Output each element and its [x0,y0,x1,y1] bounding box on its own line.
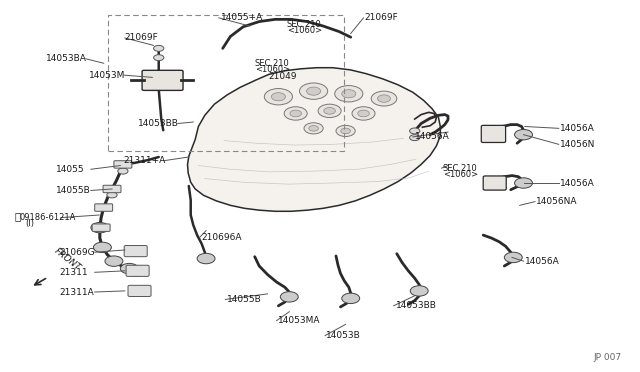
Circle shape [358,110,369,117]
Text: 14053B: 14053B [326,331,361,340]
Circle shape [271,93,285,101]
Text: SEC.210: SEC.210 [287,20,321,29]
Text: 14055B: 14055B [227,295,262,304]
Circle shape [324,108,335,114]
Text: 14053BB: 14053BB [138,119,179,128]
Circle shape [304,123,323,134]
Text: 21049: 21049 [269,72,298,81]
Circle shape [105,256,123,266]
Text: 210696A: 210696A [202,233,242,242]
Circle shape [515,178,532,188]
Circle shape [107,186,117,192]
Text: 14055+A: 14055+A [221,13,263,22]
Text: 21069F: 21069F [365,13,399,22]
Text: 14053MA: 14053MA [278,316,321,325]
Circle shape [93,242,111,253]
Circle shape [120,263,138,274]
Text: 14053M: 14053M [89,71,125,80]
Circle shape [118,168,128,174]
Circle shape [154,45,164,51]
Text: 21311A: 21311A [59,288,93,296]
Circle shape [335,86,363,102]
Circle shape [410,286,428,296]
Circle shape [410,128,420,134]
FancyBboxPatch shape [481,125,506,142]
Circle shape [308,126,319,131]
Circle shape [410,135,420,141]
FancyBboxPatch shape [142,70,183,90]
Text: JP 007: JP 007 [594,353,622,362]
Text: Ⓑ: Ⓑ [15,212,21,221]
FancyBboxPatch shape [128,285,151,296]
FancyBboxPatch shape [126,265,149,276]
Circle shape [336,125,355,137]
Text: 14056N: 14056N [560,140,595,149]
Text: 21311: 21311 [59,268,88,277]
Circle shape [197,253,215,264]
Circle shape [154,55,164,61]
Circle shape [342,293,360,304]
Circle shape [91,222,109,233]
Text: 14056A: 14056A [560,179,595,187]
Text: <1060>: <1060> [443,170,478,179]
Circle shape [307,87,321,95]
Circle shape [280,292,298,302]
Circle shape [341,128,351,134]
Text: 14056A: 14056A [415,132,449,141]
Circle shape [515,129,532,140]
Circle shape [378,95,390,102]
Text: 21069G: 21069G [59,248,95,257]
Polygon shape [188,68,440,211]
Text: SEC.210: SEC.210 [255,60,289,68]
Circle shape [318,104,341,118]
Text: 14055: 14055 [56,165,85,174]
Text: FRONT: FRONT [52,246,83,272]
Circle shape [127,266,145,276]
Text: 14053BA: 14053BA [45,54,86,63]
Circle shape [371,91,397,106]
Text: <1060>: <1060> [255,65,290,74]
Text: (I): (I) [26,219,35,228]
Text: 21069F: 21069F [125,33,159,42]
Text: 14055B: 14055B [56,186,91,195]
Text: <1060>: <1060> [287,26,322,35]
Text: 14056NA: 14056NA [536,197,578,206]
Circle shape [118,161,128,167]
Circle shape [107,192,117,198]
Circle shape [264,89,292,105]
Circle shape [290,110,301,117]
Text: 14053BB: 14053BB [396,301,436,310]
FancyBboxPatch shape [114,161,132,168]
Text: 14056A: 14056A [525,257,559,266]
FancyBboxPatch shape [124,246,147,257]
FancyBboxPatch shape [92,224,110,231]
Circle shape [342,90,356,98]
Bar [108,15,344,151]
FancyBboxPatch shape [95,204,113,211]
Circle shape [352,107,375,120]
Circle shape [504,252,522,263]
FancyBboxPatch shape [483,176,506,190]
Circle shape [284,107,307,120]
Circle shape [300,83,328,99]
Text: 09186-6121A: 09186-6121A [19,213,76,222]
FancyBboxPatch shape [103,185,121,193]
Text: SEC.210: SEC.210 [443,164,477,173]
Text: 21311+A: 21311+A [123,156,165,165]
Text: 14056A: 14056A [560,124,595,133]
